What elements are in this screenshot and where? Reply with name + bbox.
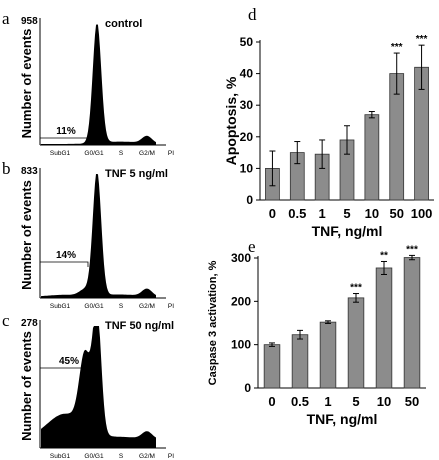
condition-label: control: [105, 18, 142, 30]
y-tick-label: 100: [231, 338, 251, 352]
bar-0: [263, 344, 281, 389]
x-tick-label: PI: [168, 453, 174, 460]
condition-label: TNF 5 ng/ml: [105, 168, 168, 180]
x-tick-label: 10: [365, 206, 379, 221]
x-tick-label: 0: [269, 206, 276, 221]
y-tick-label: 20: [240, 130, 254, 144]
x-tick-label: 50: [405, 394, 419, 409]
x-tick-label: G0/G1: [84, 303, 104, 310]
x-tick-label: G0/G1: [84, 150, 104, 157]
x-tick-label: 0.5: [291, 394, 309, 409]
panel-letter: c: [2, 311, 10, 330]
x-axis-label: TNF, ng/ml: [307, 411, 378, 427]
bracket-label: 11%: [56, 126, 76, 137]
x-tick-label: 5: [343, 206, 350, 221]
significance-mark: ***: [406, 244, 418, 255]
x-tick-label: G2/M: [139, 150, 155, 157]
subg1-bracket: [40, 261, 89, 267]
x-tick-label: G2/M: [139, 303, 155, 310]
y-tick-label: 30: [240, 98, 254, 112]
x-tick-label: SubG1: [50, 303, 71, 310]
x-tick-label: 0: [268, 394, 275, 409]
y-axis-label: Apoptosis, %: [223, 76, 239, 165]
y-max-label: 958: [21, 16, 38, 27]
x-tick-label: 100: [411, 206, 433, 221]
y-tick-label: 200: [231, 294, 251, 308]
x-tick-label: S: [119, 453, 124, 460]
x-tick-label: PI: [168, 150, 174, 157]
y-axis-label: Number of events: [19, 29, 34, 139]
y-tick-label: 10: [240, 161, 254, 175]
histogram-panels: a 958 control Number of events 11% SubG1 G0/G1…: [2, 9, 174, 460]
x-tick-label: G2/M: [139, 453, 155, 460]
x-axis-label: TNF, ng/ml: [312, 223, 383, 239]
x-tick-label: 5: [352, 394, 359, 409]
histogram-c: c 278 TNF 50 ng/ml Number of events 45% SubG1…: [2, 311, 174, 460]
condition-label: TNF 50 ng/ml: [105, 320, 174, 332]
caspase-bar-chart: e 0 100 200 300 0 0.5 1 *** 5 ** 10 *** 50 TNF, ng/ml C…: [207, 237, 426, 427]
x-tick-label: 0.5: [288, 206, 306, 221]
x-tick-label: 50: [389, 206, 403, 221]
x-tick-label: G0/G1: [84, 453, 104, 460]
y-axis-label: Number of events: [19, 180, 34, 290]
histogram-a: a 958 control Number of events 11% SubG1 G0/G1…: [2, 9, 174, 157]
x-tick-label: S: [119, 303, 124, 310]
x-tick-label: SubG1: [50, 150, 71, 157]
y-axis-label: Caspase 3 activation, %: [207, 260, 219, 385]
subg1-bracket: [40, 367, 95, 373]
bar-0.5: [291, 334, 309, 389]
bar-5: [347, 297, 365, 389]
histogram-area: [41, 24, 156, 145]
bar-10: [364, 114, 380, 201]
x-tick-label: 1: [319, 206, 326, 221]
x-tick-label: S: [119, 150, 124, 157]
bar-1: [319, 321, 337, 389]
apoptosis-bar-chart: d 0 10 20 30 40 50 0 0.5 1 5 10 *** 50 *** 100 TNF, ng/m…: [223, 5, 434, 239]
significance-mark: ***: [350, 283, 362, 294]
panel-letter: b: [2, 159, 11, 178]
y-tick-label: 50: [240, 35, 254, 49]
panel-letter: d: [248, 5, 257, 24]
y-tick-label: 0: [246, 193, 253, 207]
panel-letter: e: [248, 237, 256, 256]
bracket-label: 45%: [59, 356, 79, 367]
subg1-bracket: [40, 137, 89, 143]
significance-mark: ***: [416, 34, 428, 45]
y-tick-label: 300: [231, 251, 251, 265]
x-tick-label: PI: [168, 303, 174, 310]
histogram-b: b 833 TNF 5 ng/ml Number of events 14% SubG1 G…: [2, 159, 174, 310]
significance-mark: **: [380, 250, 388, 261]
y-axis-label: Number of events: [19, 331, 34, 441]
histogram-area: [41, 326, 156, 448]
histogram-area: [41, 174, 156, 298]
x-tick-label: SubG1: [50, 453, 71, 460]
panel-letter: a: [2, 9, 10, 28]
y-max-label: 278: [21, 318, 38, 329]
bar-10: [375, 267, 393, 389]
significance-mark: ***: [391, 42, 403, 53]
x-tick-label: 10: [377, 394, 391, 409]
y-max-label: 833: [21, 166, 38, 177]
bar-50: [403, 257, 421, 389]
y-tick-label: 40: [240, 67, 254, 81]
y-tick-label: 0: [244, 381, 251, 395]
x-tick-label: 1: [324, 394, 331, 409]
bracket-label: 14%: [56, 250, 76, 261]
